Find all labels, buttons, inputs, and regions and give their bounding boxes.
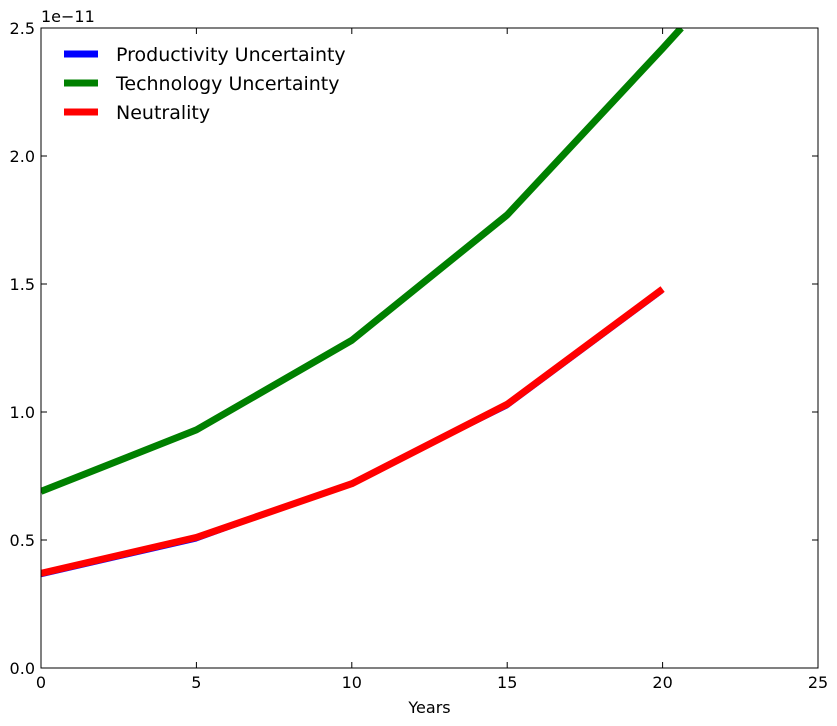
series-line-3: [41, 286, 665, 577]
x-tick-label: 20: [652, 673, 672, 692]
x-tick-label: 25: [808, 673, 828, 692]
axes-border: [40, 27, 819, 669]
x-axis-title: Years: [407, 698, 450, 717]
y-tick-label: 0.0: [10, 659, 35, 678]
y-tick-label: 1.5: [10, 275, 35, 294]
x-tick-label: 5: [191, 673, 201, 692]
y-tick-label: 2.5: [10, 19, 35, 38]
y-tick-label: 2.0: [10, 147, 35, 166]
plot-area: [41, 28, 818, 668]
legend-label-3: Neutrality: [116, 102, 210, 124]
series-line-2: [41, 28, 684, 495]
y-offset-label: 1e−11: [41, 7, 95, 26]
series-layer: [41, 28, 684, 578]
plot-background: [41, 28, 818, 668]
y-tick-label: 1.0: [10, 403, 35, 422]
y-tick-label: 0.5: [10, 531, 35, 550]
legend: Productivity Uncertainty Technology Uncer…: [64, 44, 346, 124]
x-tick-label: 10: [342, 673, 362, 692]
legend-label-1: Productivity Uncertainty: [116, 44, 346, 66]
legend-label-2: Technology Uncertainty: [115, 73, 339, 95]
x-tick-label: 0: [36, 673, 46, 692]
axes-frame: 0 5 10 15 20 25 0.0 0.5 1.0 1.5 2.0 2.5: [10, 19, 829, 692]
x-tick-label: 15: [497, 673, 517, 692]
